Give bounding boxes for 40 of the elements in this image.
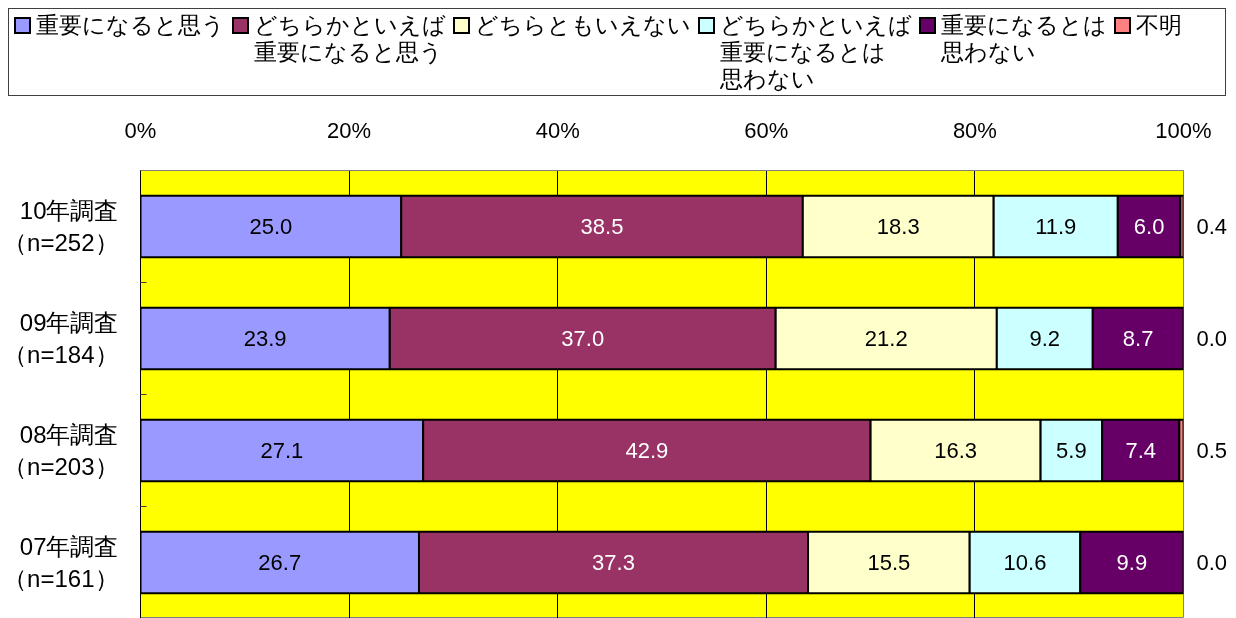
x-tick-label: 100%: [1155, 117, 1212, 143]
data-label: 6.0: [1133, 214, 1165, 239]
data-label: 21.2: [864, 326, 908, 351]
y-tick-label: 08年調査（n=203）: [3, 420, 119, 481]
data-label: 23.9: [243, 326, 287, 351]
x-tick-label: 0%: [124, 117, 157, 143]
data-label: 16.3: [934, 438, 978, 463]
y-tick-label: 10年調査（n=252）: [3, 196, 119, 257]
data-label: 26.7: [258, 550, 302, 575]
data-label: 9.2: [1029, 326, 1061, 351]
data-label: 10.6: [1003, 550, 1047, 575]
data-label: 8.7: [1122, 326, 1154, 351]
x-tick-label: 80%: [952, 117, 997, 143]
legend-label: 重要になると思う: [36, 12, 225, 39]
data-label: 0.0: [1196, 326, 1228, 351]
data-label: 9.9: [1116, 550, 1148, 575]
data-label: 5.9: [1056, 438, 1087, 463]
data-label: 0.5: [1196, 438, 1228, 463]
data-label: 38.5: [580, 214, 624, 239]
legend-label: どちらともいえない: [475, 12, 691, 39]
x-tick-label: 20%: [327, 117, 372, 143]
data-label: 42.9: [625, 438, 669, 463]
data-label: 0.4: [1196, 214, 1228, 239]
data-label: 15.5: [867, 550, 911, 575]
legend-label: 不明: [1136, 12, 1182, 39]
x-tick-label: 60%: [744, 117, 789, 143]
data-label: 0.0: [1196, 550, 1228, 575]
legend-label: 重要になるとは思わない: [941, 12, 1107, 66]
data-label: 18.3: [876, 214, 920, 239]
y-tick-label: 07年調査（n=161）: [3, 532, 119, 593]
data-label: 37.3: [592, 550, 635, 575]
legend-label: どちらかといえば重要になるとは思わない: [720, 12, 912, 93]
data-label: 25.0: [249, 214, 293, 239]
data-label: 11.9: [1035, 214, 1077, 239]
data-label: 27.1: [260, 438, 304, 463]
data-label: 7.4: [1125, 438, 1157, 463]
data-label: 37.0: [561, 326, 605, 351]
legend-label: どちらかといえば重要になると思う: [254, 12, 446, 66]
x-tick-label: 40%: [535, 117, 580, 143]
y-tick-label: 09年調査（n=184）: [3, 308, 119, 369]
